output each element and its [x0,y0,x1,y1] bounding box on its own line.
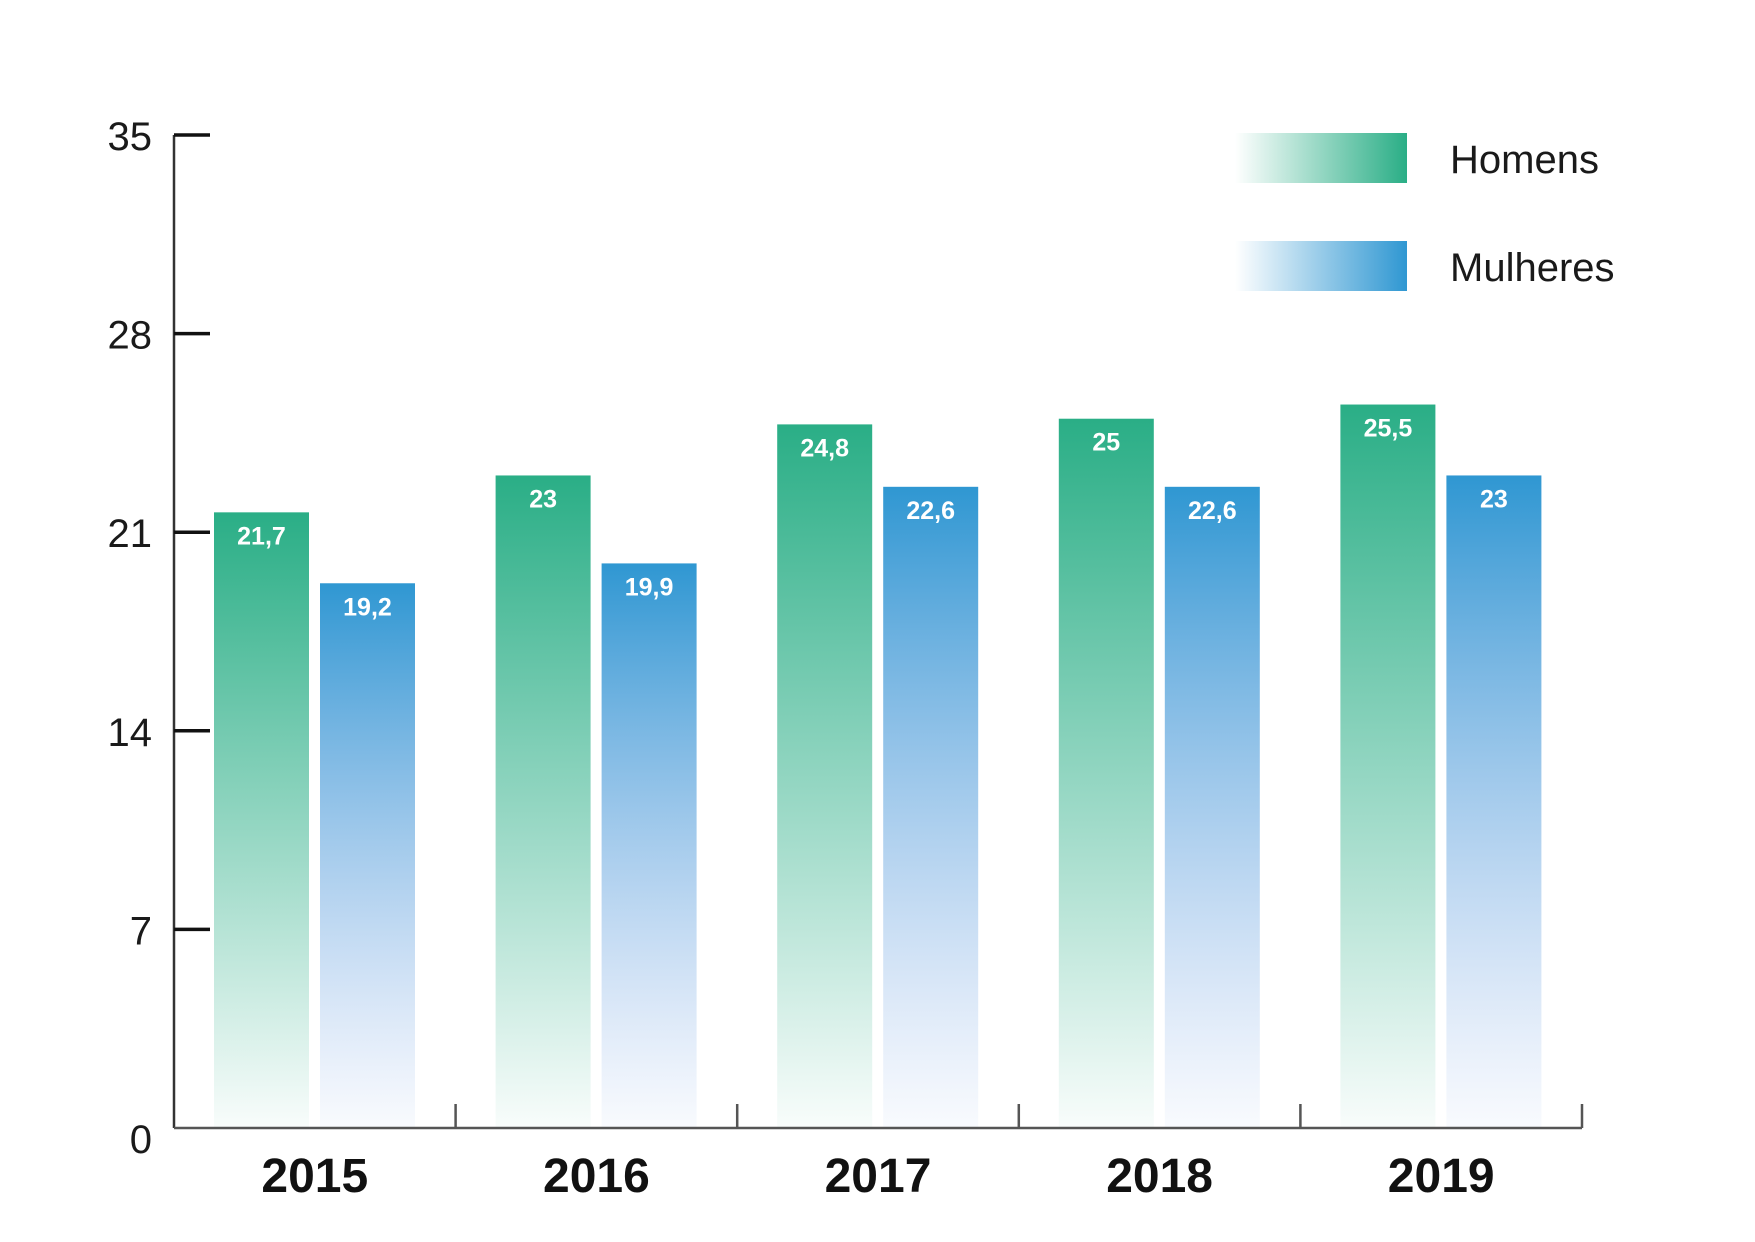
x-tick-label-2018: 2018 [1106,1150,1213,1203]
y-tick-label-0: 0 [130,1118,152,1162]
x-tick-label-2019: 2019 [1388,1150,1495,1203]
y-tick-label-21: 21 [108,512,153,556]
bars-layer [214,404,1542,1129]
value-label-mulheres-2017: 22,6 [906,497,955,525]
value-label-mulheres-2016: 19,9 [625,573,674,601]
bar-mulheres-2016 [601,563,697,1128]
bar-mulheres-2017 [883,486,979,1128]
value-label-homens-2017: 24,8 [800,434,849,462]
value-label-mulheres-2018: 22,6 [1188,497,1237,525]
value-label-mulheres-2019: 23 [1480,485,1508,513]
y-axis: 0 7 14 21 28 35 [108,115,210,1162]
legend-swatch-homens [1235,133,1407,183]
y-tick-label-35: 35 [108,115,153,159]
bar-homens-2016 [495,475,591,1128]
value-label-mulheres-2015: 19,2 [343,593,392,621]
legend: Homens Mulheres [1235,133,1615,291]
y-tick-label-7: 7 [130,909,152,953]
bar-homens-2017 [777,424,873,1129]
value-label-homens-2018: 25 [1092,429,1120,457]
x-tick-label-2017: 2017 [825,1150,932,1203]
value-label-homens-2015: 21,7 [237,522,286,550]
legend-label-homens: Homens [1450,138,1599,182]
bar-homens-2018 [1058,418,1154,1128]
x-axis: 2015 2016 2017 2018 2019 [174,1104,1584,1203]
bar-mulheres-2015 [320,583,415,1128]
value-label-homens-2016: 23 [529,485,557,513]
legend-swatch-mulheres [1235,241,1407,291]
x-tick-label-2016: 2016 [543,1150,650,1203]
legend-label-mulheres: Mulheres [1450,246,1615,290]
x-tick-label-2015: 2015 [261,1150,368,1203]
value-label-homens-2019: 25,5 [1364,415,1413,443]
bar-homens-2019 [1340,404,1436,1128]
bar-mulheres-2019 [1446,475,1542,1128]
bar-mulheres-2018 [1164,486,1260,1128]
y-tick-label-14: 14 [108,711,153,755]
y-tick-label-28: 28 [108,314,153,358]
bar-homens-2015 [214,512,309,1128]
value-labels-layer: 21,7 19,2 23 19,9 24,8 22,6 25 22,6 25,5 23 [237,415,1508,622]
